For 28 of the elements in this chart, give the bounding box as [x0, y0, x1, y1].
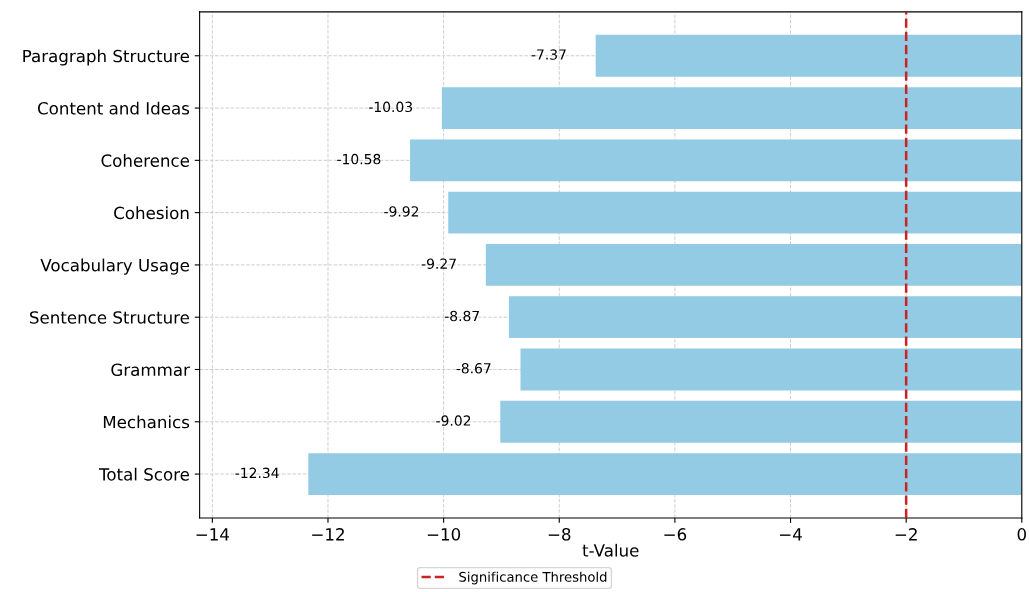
- y-tick-label: Vocabulary Usage: [40, 258, 190, 275]
- y-tick-label: Coherence: [101, 154, 190, 167]
- x-tick-label: −12: [312, 528, 344, 541]
- y-tick-label: Cohesion: [114, 206, 189, 220]
- data-label: -8.87: [444, 310, 479, 322]
- y-tick-label: Grammar: [111, 363, 190, 377]
- y-tick-label: Paragraph Structure: [23, 49, 190, 66]
- x-tick-label: 0: [1017, 528, 1026, 541]
- data-label: -10.03: [369, 101, 412, 113]
- x-tick-label: −14: [196, 528, 229, 541]
- data-label: -8.67: [456, 363, 491, 374]
- data-label: -10.58: [337, 153, 381, 165]
- y-tick-label: Total Score: [98, 467, 190, 481]
- data-label: -9.92: [384, 206, 419, 217]
- data-label: -9.27: [421, 258, 456, 269]
- legend-label: Significance Threshold: [459, 571, 607, 585]
- data-label: -9.02: [436, 415, 471, 426]
- x-tick-label: −2: [895, 528, 917, 541]
- y-tick-label: Sentence Structure: [30, 311, 190, 324]
- x-tick-label: −8: [548, 528, 571, 541]
- x-axis-title: t-Value: [582, 543, 639, 557]
- data-label: -7.37: [531, 49, 566, 60]
- y-tick-label: Mechanics: [103, 415, 190, 429]
- x-tick-label: −10: [427, 528, 461, 541]
- x-tick-label: −4: [780, 528, 802, 541]
- data-label: -12.34: [235, 467, 279, 479]
- y-tick-label: Content and Ideas: [37, 101, 190, 115]
- x-tick-label: −6: [664, 528, 687, 541]
